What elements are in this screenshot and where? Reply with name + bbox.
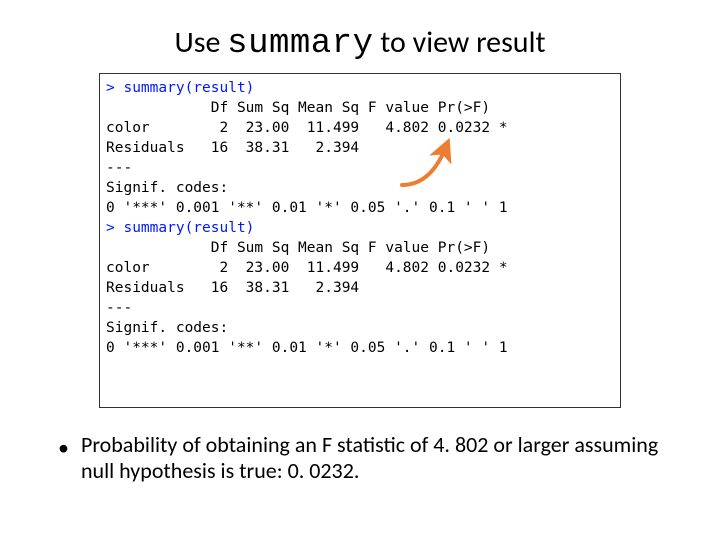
bullet-marker: • xyxy=(58,432,69,462)
slide-title: Use summary to view result xyxy=(0,24,720,63)
code-line: Signif. codes: xyxy=(106,318,614,338)
code-line: --- xyxy=(106,158,614,178)
code-line: --- xyxy=(106,298,614,318)
code-line: > summary(result) xyxy=(106,218,614,238)
code-pre: > summary(result) Df Sum Sq Mean Sq F va… xyxy=(106,78,614,358)
code-line: Residuals 16 38.31 2.394 xyxy=(106,138,614,158)
bullet-row: • Probability of obtaining an F statisti… xyxy=(58,432,670,484)
code-line: 0 '***' 0.001 '**' 0.01 '*' 0.05 '.' 0.1… xyxy=(106,338,614,358)
title-prefix: Use xyxy=(174,24,227,61)
title-mono: summary xyxy=(227,25,373,63)
code-line: > summary(result) xyxy=(106,78,614,98)
code-line: Df Sum Sq Mean Sq F value Pr(>F) xyxy=(106,98,614,118)
code-line: Df Sum Sq Mean Sq F value Pr(>F) xyxy=(106,238,614,258)
title-suffix: to view result xyxy=(374,24,546,61)
code-output-box: > summary(result) Df Sum Sq Mean Sq F va… xyxy=(99,73,621,408)
bullet-block: • Probability of obtaining an F statisti… xyxy=(58,432,670,484)
slide: Use summary to view result > summary(res… xyxy=(0,0,720,540)
code-line: Signif. codes: xyxy=(106,178,614,198)
code-line: color 2 23.00 11.499 4.802 0.0232 * xyxy=(106,258,614,278)
code-line: Residuals 16 38.31 2.394 xyxy=(106,278,614,298)
code-line: 0 '***' 0.001 '**' 0.01 '*' 0.05 '.' 0.1… xyxy=(106,198,614,218)
bullet-text: Probability of obtaining an F statistic … xyxy=(81,432,670,484)
code-line: color 2 23.00 11.499 4.802 0.0232 * xyxy=(106,118,614,138)
